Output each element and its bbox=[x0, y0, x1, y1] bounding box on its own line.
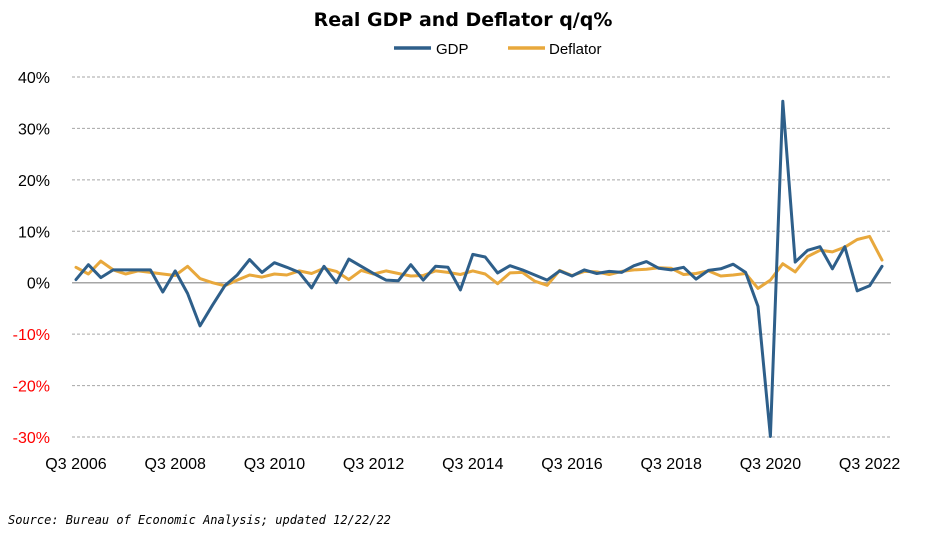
y-axis-tick-labels: 40% 30% 20% 10% 0% -10% -20% -30% bbox=[13, 70, 50, 447]
source-note: Source: Bureau of Economic Analysis; upd… bbox=[8, 513, 391, 527]
x-tick-label: Q3 2008 bbox=[145, 456, 206, 473]
y-tick-label: -30% bbox=[13, 430, 50, 447]
x-axis-tick-labels: Q3 2006 Q3 2008 Q3 2010 Q3 2012 Q3 2014 Q3 20… bbox=[45, 456, 900, 473]
chart-title: Real GDP and Deflator q/q% bbox=[314, 9, 613, 31]
y-tick-label: -10% bbox=[13, 327, 50, 344]
legend-label-deflator: Deflator bbox=[549, 41, 602, 58]
x-tick-label: Q3 2012 bbox=[343, 456, 404, 473]
series-lines bbox=[74, 99, 884, 438]
y-tick-label: 30% bbox=[18, 121, 50, 138]
x-tick-label: Q3 2018 bbox=[641, 456, 702, 473]
legend: GDP Deflator bbox=[394, 41, 602, 58]
y-tick-label: 10% bbox=[18, 224, 50, 241]
x-tick-label: Q3 2010 bbox=[244, 456, 305, 473]
y-tick-label: 20% bbox=[18, 173, 50, 190]
series-line-deflator bbox=[74, 234, 884, 290]
legend-label-gdp: GDP bbox=[436, 41, 469, 58]
y-tick-label: 0% bbox=[27, 276, 50, 293]
x-tick-label: Q3 2016 bbox=[541, 456, 602, 473]
y-tick-label: -20% bbox=[13, 379, 50, 396]
x-tick-label: Q3 2006 bbox=[45, 456, 106, 473]
x-tick-label: Q3 2014 bbox=[442, 456, 503, 473]
y-tick-label: 40% bbox=[18, 70, 50, 87]
x-tick-label: Q3 2020 bbox=[740, 456, 801, 473]
x-tick-label: Q3 2022 bbox=[839, 456, 900, 473]
series-line-gdp bbox=[74, 99, 884, 438]
